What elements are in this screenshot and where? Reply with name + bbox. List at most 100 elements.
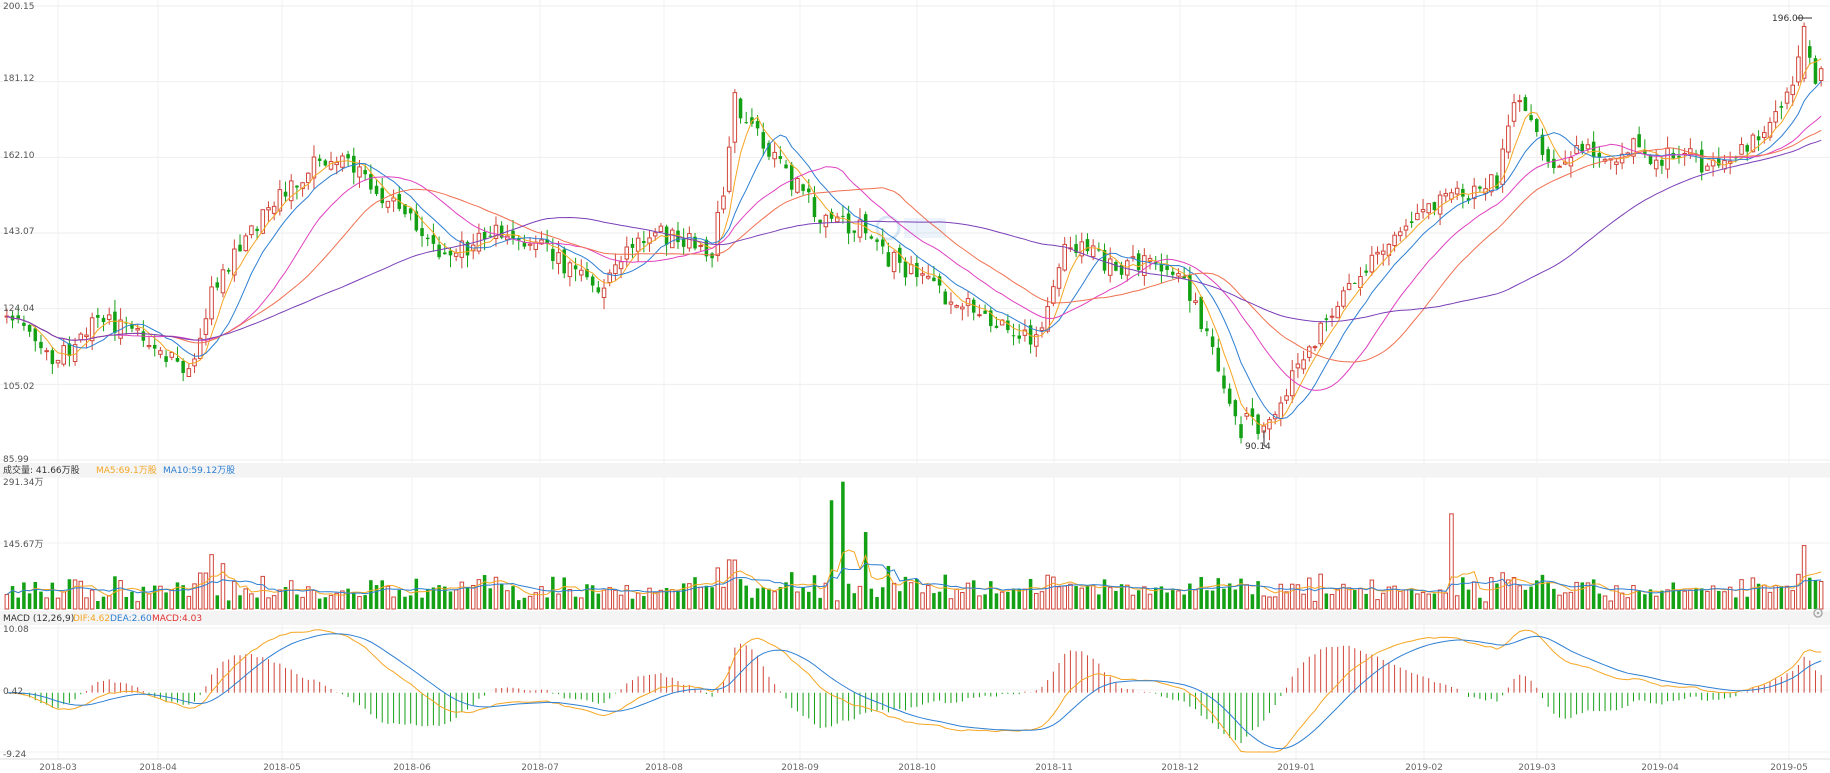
candle-body (391, 197, 396, 202)
volume-bar (220, 563, 226, 610)
volume-bar (158, 585, 163, 610)
volume-bar (932, 593, 936, 609)
candle-body (1216, 347, 1221, 372)
volume-bar (925, 585, 931, 610)
volume-bar (1671, 582, 1676, 609)
candle-body (1568, 157, 1574, 167)
candle-body (852, 230, 857, 233)
candle-body (1039, 327, 1045, 332)
high-annotation: 196.00 (1772, 14, 1812, 24)
candle-body (1614, 161, 1619, 165)
volume-bar (903, 576, 908, 609)
volume-bar (1403, 589, 1409, 610)
candle-body (44, 350, 49, 353)
candle-body (755, 121, 760, 129)
candle-body (186, 368, 192, 377)
volume-bar (260, 575, 266, 610)
candle-body (215, 282, 220, 288)
candle-body (1102, 250, 1107, 271)
volume-bar (408, 595, 413, 609)
candle-body (772, 151, 777, 160)
ma-line (6, 139, 1822, 341)
x-tick-label: 2018-08 (645, 763, 683, 773)
candle-body (374, 185, 379, 195)
candle-body (516, 238, 521, 241)
candle-body (1097, 249, 1101, 251)
candle-body (545, 239, 549, 244)
candle-body (1301, 359, 1306, 370)
volume-bar (658, 589, 664, 610)
candle-body (169, 351, 175, 358)
macd-line (6, 629, 1822, 753)
volume-bar (232, 580, 237, 610)
settings-gear-icon[interactable] (1813, 608, 1823, 618)
candle-body (277, 189, 283, 212)
candle-body (146, 344, 152, 348)
macd-tick: 0.42 (3, 687, 23, 697)
volume-bar (886, 565, 891, 609)
candle-body (1478, 186, 1482, 189)
volume-bar (465, 586, 470, 609)
volume-bar (1535, 580, 1539, 609)
candle-body (1580, 143, 1585, 152)
volume-bar (1284, 591, 1289, 610)
volume-bar (1176, 590, 1181, 610)
candle-body (1506, 125, 1511, 153)
volume-bar (203, 572, 209, 610)
volume-bar (380, 580, 384, 609)
candle-body (1420, 209, 1426, 213)
volume-bar (44, 597, 49, 610)
volume-bar (920, 592, 925, 610)
macd-legend-label: MACD (12,26,9) (3, 614, 74, 624)
x-tick-label: 2019-02 (1405, 763, 1443, 773)
candle-body (465, 241, 470, 256)
volume-bar (801, 587, 805, 609)
candle-body (920, 273, 925, 276)
volume-bar (1256, 581, 1260, 609)
volume-bar (704, 585, 709, 609)
candle-body (243, 235, 248, 252)
volume-bar (852, 593, 857, 609)
volume-bar (1358, 588, 1363, 610)
candle-body (22, 322, 26, 326)
volume-bar (1511, 577, 1517, 610)
volume-bar (1574, 581, 1579, 610)
volume-bar (369, 580, 373, 609)
candle-body (1637, 134, 1641, 148)
volume-bar (1006, 591, 1010, 609)
candle-body (994, 325, 999, 328)
candle-body (857, 219, 863, 238)
volume-bar (579, 597, 584, 610)
candle-body (1529, 115, 1533, 121)
candle-body (778, 156, 783, 159)
candle-body (1028, 325, 1033, 345)
volume-bar (601, 589, 607, 610)
candle-body (1159, 264, 1164, 272)
volume-bar (647, 587, 652, 610)
candle-body (1222, 375, 1226, 389)
volume-bar (493, 576, 499, 610)
volume-bar (1386, 586, 1392, 610)
candle-body (880, 239, 885, 247)
candle-body (317, 158, 322, 161)
volume-bar (385, 585, 391, 610)
volume-bar (61, 591, 66, 610)
candle-body (948, 301, 954, 305)
candle-body (596, 287, 601, 293)
candle-body (33, 328, 38, 342)
volume-bar (607, 587, 612, 610)
volume-bar (1790, 590, 1795, 610)
volume-bar (1762, 584, 1767, 610)
volume-bar (1756, 583, 1761, 609)
macd-histogram (12, 643, 1822, 744)
candle-body (306, 172, 311, 184)
volume-bar (618, 594, 624, 610)
volume-bar (476, 579, 482, 610)
volume-bar (1631, 585, 1636, 610)
candle-body (704, 239, 709, 257)
candle-body (1289, 370, 1295, 397)
volume-bar (863, 531, 868, 609)
volume-legend-ma5: MA5:69.1万股 (96, 465, 157, 476)
